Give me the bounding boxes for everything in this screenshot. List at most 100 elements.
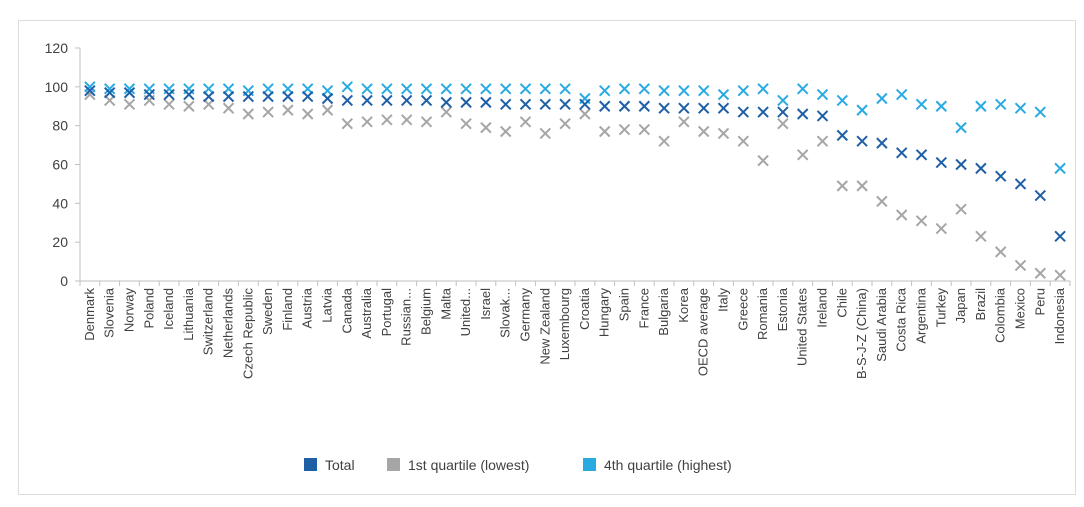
point-marker: [519, 83, 532, 95]
category-label: France: [636, 288, 651, 328]
point-marker: [163, 88, 175, 101]
point-marker: [796, 108, 809, 120]
category-label: Iceland: [161, 288, 176, 330]
point-marker: [163, 98, 175, 111]
point-marker: [955, 203, 967, 215]
category-label: Ireland: [815, 288, 830, 328]
point-marker: [84, 85, 96, 97]
point-marker: [361, 83, 373, 95]
point-marker: [638, 83, 651, 95]
point-marker: [440, 106, 453, 118]
point-marker: [361, 94, 373, 107]
point-marker: [420, 116, 433, 128]
point-marker: [1034, 189, 1047, 202]
category-label: Malta: [438, 287, 453, 320]
point-marker: [420, 83, 433, 95]
point-marker: [678, 116, 690, 128]
point-marker: [480, 121, 492, 134]
category-label: Greece: [735, 288, 750, 331]
point-marker: [658, 135, 670, 147]
point-marker: [480, 83, 492, 95]
point-marker: [816, 110, 829, 122]
point-marker: [598, 125, 611, 138]
point-marker: [341, 118, 354, 130]
point-marker: [697, 102, 710, 114]
point-marker: [836, 180, 849, 192]
point-marker: [242, 108, 255, 120]
point-marker: [579, 108, 591, 120]
category-label: Latvia: [320, 287, 335, 322]
category-label: Lithuania: [181, 287, 196, 341]
point-marker: [400, 83, 413, 95]
point-marker: [777, 106, 789, 118]
category-label: United States: [795, 288, 810, 367]
point-marker: [777, 118, 789, 130]
category-label: Portugal: [379, 288, 394, 337]
point-marker: [499, 98, 512, 111]
category-label: Switzerland: [201, 288, 216, 355]
point-marker: [935, 222, 948, 235]
point-marker: [618, 83, 631, 95]
point-marker: [955, 158, 967, 171]
category-label: B-S-J-Z (China): [854, 288, 869, 379]
category-label: Belgium: [419, 288, 434, 335]
point-marker: [717, 88, 730, 101]
category-label: Japan: [953, 288, 968, 323]
point-marker: [440, 83, 453, 95]
point-marker: [737, 135, 750, 147]
category-label: Israel: [478, 288, 493, 320]
point-marker: [915, 98, 928, 111]
category-label: Sweden: [260, 288, 275, 335]
legend-label: 4th quartile (highest): [604, 457, 732, 473]
legend: Total 1st quartile (lowest) 4th quartile (…: [304, 457, 732, 473]
point-marker: [915, 149, 928, 161]
category-label: Colombia: [993, 287, 1008, 343]
point-marker: [282, 90, 294, 103]
point-marker: [658, 102, 670, 114]
point-marker: [1014, 178, 1027, 190]
category-label: Korea: [676, 287, 691, 322]
point-marker: [915, 215, 928, 227]
point-marker: [876, 92, 888, 105]
point-marker: [123, 98, 136, 111]
point-marker: [341, 81, 354, 93]
point-marker: [400, 114, 413, 126]
point-marker: [361, 116, 373, 128]
point-marker: [777, 94, 789, 107]
category-label: Poland: [141, 288, 156, 328]
point-marker: [717, 127, 730, 140]
point-marker: [935, 156, 948, 169]
point-marker: [103, 86, 116, 99]
point-marker: [1014, 259, 1027, 272]
point-marker: [895, 209, 908, 221]
y-tick-label: 40: [52, 195, 68, 211]
point-marker: [381, 94, 393, 107]
category-label: Russian...: [399, 288, 414, 346]
point-marker: [381, 83, 393, 95]
point-marker: [559, 118, 571, 130]
y-tick-label: 0: [60, 273, 68, 289]
point-marker: [1054, 269, 1066, 281]
point-marker: [262, 90, 274, 103]
point-marker: [618, 100, 631, 112]
point-marker: [796, 83, 809, 95]
category-label: Canada: [339, 287, 354, 333]
point-marker: [836, 129, 849, 142]
point-marker: [460, 118, 472, 130]
point-marker: [539, 98, 552, 111]
y-tick-label: 80: [52, 118, 68, 134]
category-label: Hungary: [597, 288, 612, 338]
point-marker: [737, 85, 750, 97]
category-label: Argentina: [914, 287, 929, 343]
axes: 0 20 40 60 80 100 120 Denmark Slovenia Norway Pola…: [45, 40, 1071, 379]
point-marker: [539, 83, 552, 95]
category-label: Austria: [300, 287, 315, 328]
category-label: Romania: [755, 287, 770, 340]
point-marker: [935, 100, 948, 112]
y-tick-label: 60: [52, 157, 68, 173]
point-marker: [994, 98, 1007, 111]
point-marker: [341, 94, 354, 107]
point-marker: [975, 162, 987, 175]
point-marker: [222, 102, 235, 114]
point-marker: [460, 96, 472, 109]
